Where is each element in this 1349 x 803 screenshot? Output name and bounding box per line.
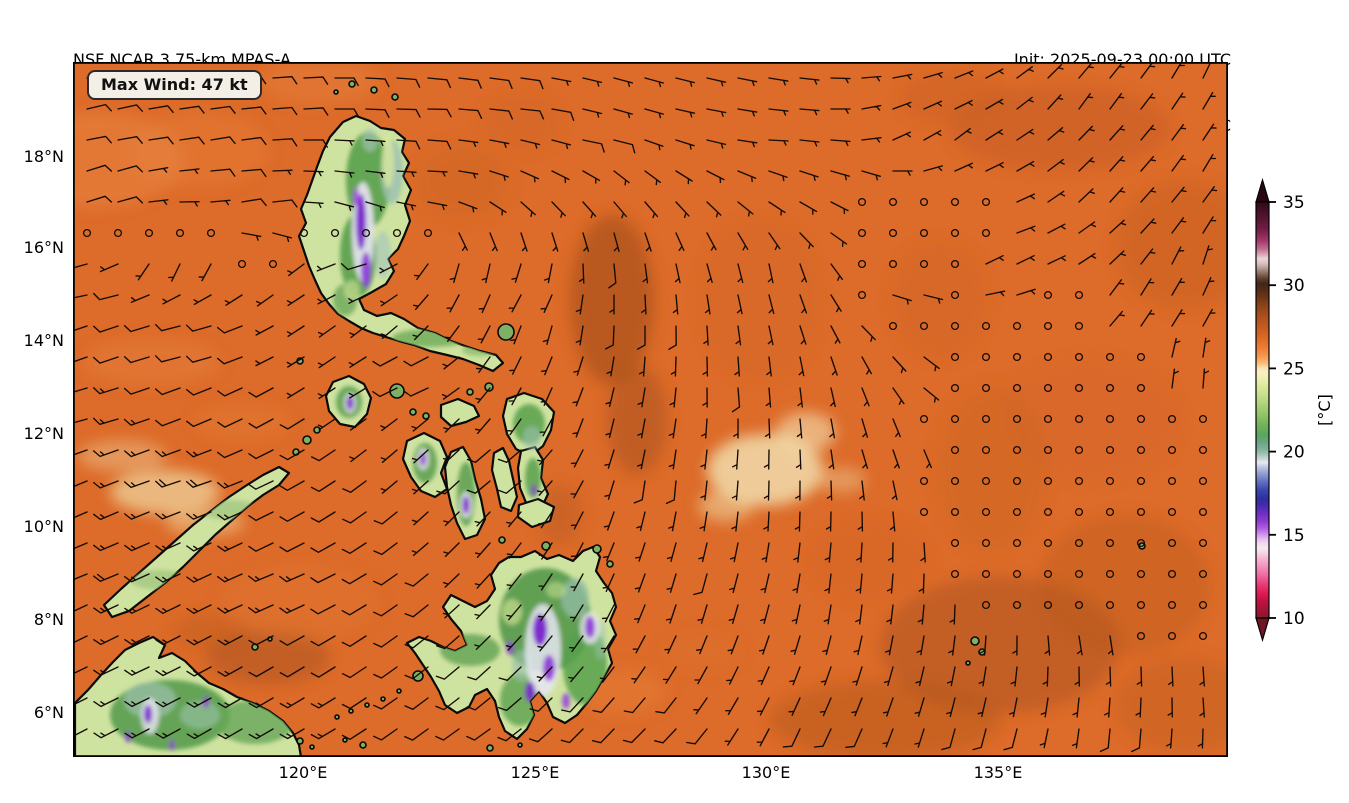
colorbar-arrow-bottom <box>1255 617 1270 643</box>
islet <box>396 688 402 694</box>
map-canvas <box>73 62 1228 757</box>
colorbar: 35 30 25 20 15 10 [°C] <box>1255 177 1334 643</box>
island-masbate <box>439 397 481 428</box>
islet <box>364 702 370 708</box>
terrain-mindoro <box>336 386 362 418</box>
lat-tick-label: 18°N <box>23 147 64 166</box>
islet <box>484 382 494 392</box>
lat-tick-label: 10°N <box>23 517 64 536</box>
terrain-leyte <box>525 458 541 498</box>
lat-tick-label: 6°N <box>33 703 64 722</box>
islet <box>486 744 494 752</box>
islet <box>517 742 523 748</box>
colorbar-tick-label: 25 <box>1283 359 1305 379</box>
islet <box>498 536 506 544</box>
geo-layer <box>73 62 1228 757</box>
islet <box>296 737 304 745</box>
islet <box>333 89 339 95</box>
islet <box>348 708 354 714</box>
terrain-samar <box>513 404 545 450</box>
island-cebu <box>490 446 519 513</box>
calm-circles <box>82 197 1208 641</box>
lon-tick-label: 130°E <box>741 763 791 782</box>
terrain-luzon <box>333 128 498 356</box>
lon-tick-label: 135°E <box>973 763 1023 782</box>
islet <box>466 388 474 396</box>
islet <box>606 560 614 568</box>
lon-tick-label: 120°E <box>278 763 328 782</box>
colorbar-tick-label: 15 <box>1283 526 1305 546</box>
lon-tick-label: 125°E <box>510 763 560 782</box>
colorbar-bar <box>1255 201 1270 619</box>
islet <box>302 435 312 445</box>
colorbar-tick-label: 20 <box>1283 443 1305 463</box>
islet <box>592 544 602 554</box>
lat-tick-label: 12°N <box>23 424 64 443</box>
islet <box>965 660 971 666</box>
map-frame <box>73 62 1228 757</box>
colorbar-tick-label: 10 <box>1283 609 1305 629</box>
islet <box>970 636 980 646</box>
islet <box>409 408 417 416</box>
max-wind-badge: Max Wind: 47 kt <box>87 70 262 100</box>
colorbar-arrow-top <box>1255 177 1270 203</box>
islet <box>380 696 386 702</box>
lat-tick-label: 16°N <box>23 238 64 257</box>
islet <box>348 80 356 88</box>
islet <box>497 323 515 341</box>
islet <box>334 714 340 720</box>
colorbar-tick-label: 35 <box>1283 193 1305 213</box>
island-bohol <box>516 497 556 529</box>
terrain-panay <box>413 443 437 483</box>
islet <box>391 93 399 101</box>
lat-tick-label: 8°N <box>33 610 64 629</box>
colorbar-tick-label: 30 <box>1283 276 1305 296</box>
islet <box>342 737 348 743</box>
colorbar-unit-label: [°C] <box>1315 394 1334 426</box>
islet <box>309 744 315 750</box>
islet <box>422 412 430 420</box>
terrain-negros <box>457 462 475 526</box>
islet <box>359 741 367 749</box>
lat-tick-label: 14°N <box>23 331 64 350</box>
islet <box>370 86 378 94</box>
islet <box>313 426 321 434</box>
